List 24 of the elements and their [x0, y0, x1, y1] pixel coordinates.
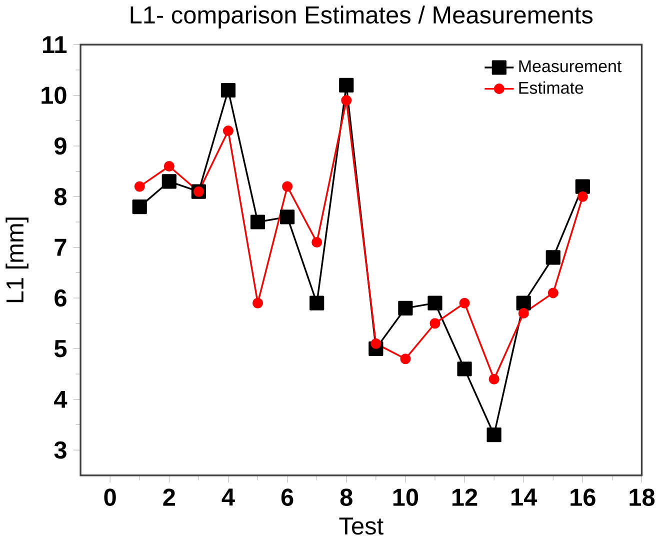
- x-tick-label: 2: [163, 488, 175, 506]
- y-tick-label: 4: [54, 390, 68, 408]
- y-tick-label: 6: [54, 289, 66, 307]
- x-tick-label: 14: [512, 488, 538, 506]
- legend-label: Measurement: [519, 60, 622, 72]
- y-tick-label: 5: [54, 340, 67, 358]
- x-tick-label: 10: [393, 488, 418, 506]
- x-tick-label: 8: [340, 488, 352, 506]
- chart-title: L1- comparison Estimates / Measurements: [130, 6, 593, 28]
- x-tick-label: 4: [222, 488, 235, 506]
- legend-label: Estimate: [519, 81, 584, 94]
- y-tick-label: 7: [54, 238, 66, 256]
- y-tick-label: 3: [54, 441, 66, 459]
- x-tick-label: 6: [281, 488, 294, 506]
- y-tick-label: 10: [42, 86, 66, 104]
- x-axis-title: Test: [339, 517, 384, 535]
- y-tick-label: 8: [54, 188, 67, 206]
- y-tick-label: 11: [42, 36, 67, 53]
- x-tick-label: 16: [570, 488, 596, 506]
- y-axis-title: L1 [mm]: [6, 217, 28, 302]
- y-tick-label: 9: [54, 137, 66, 154]
- x-tick-label: 18: [630, 488, 655, 506]
- x-tick-label: 0: [104, 488, 116, 506]
- x-tick-label: 12: [452, 488, 478, 506]
